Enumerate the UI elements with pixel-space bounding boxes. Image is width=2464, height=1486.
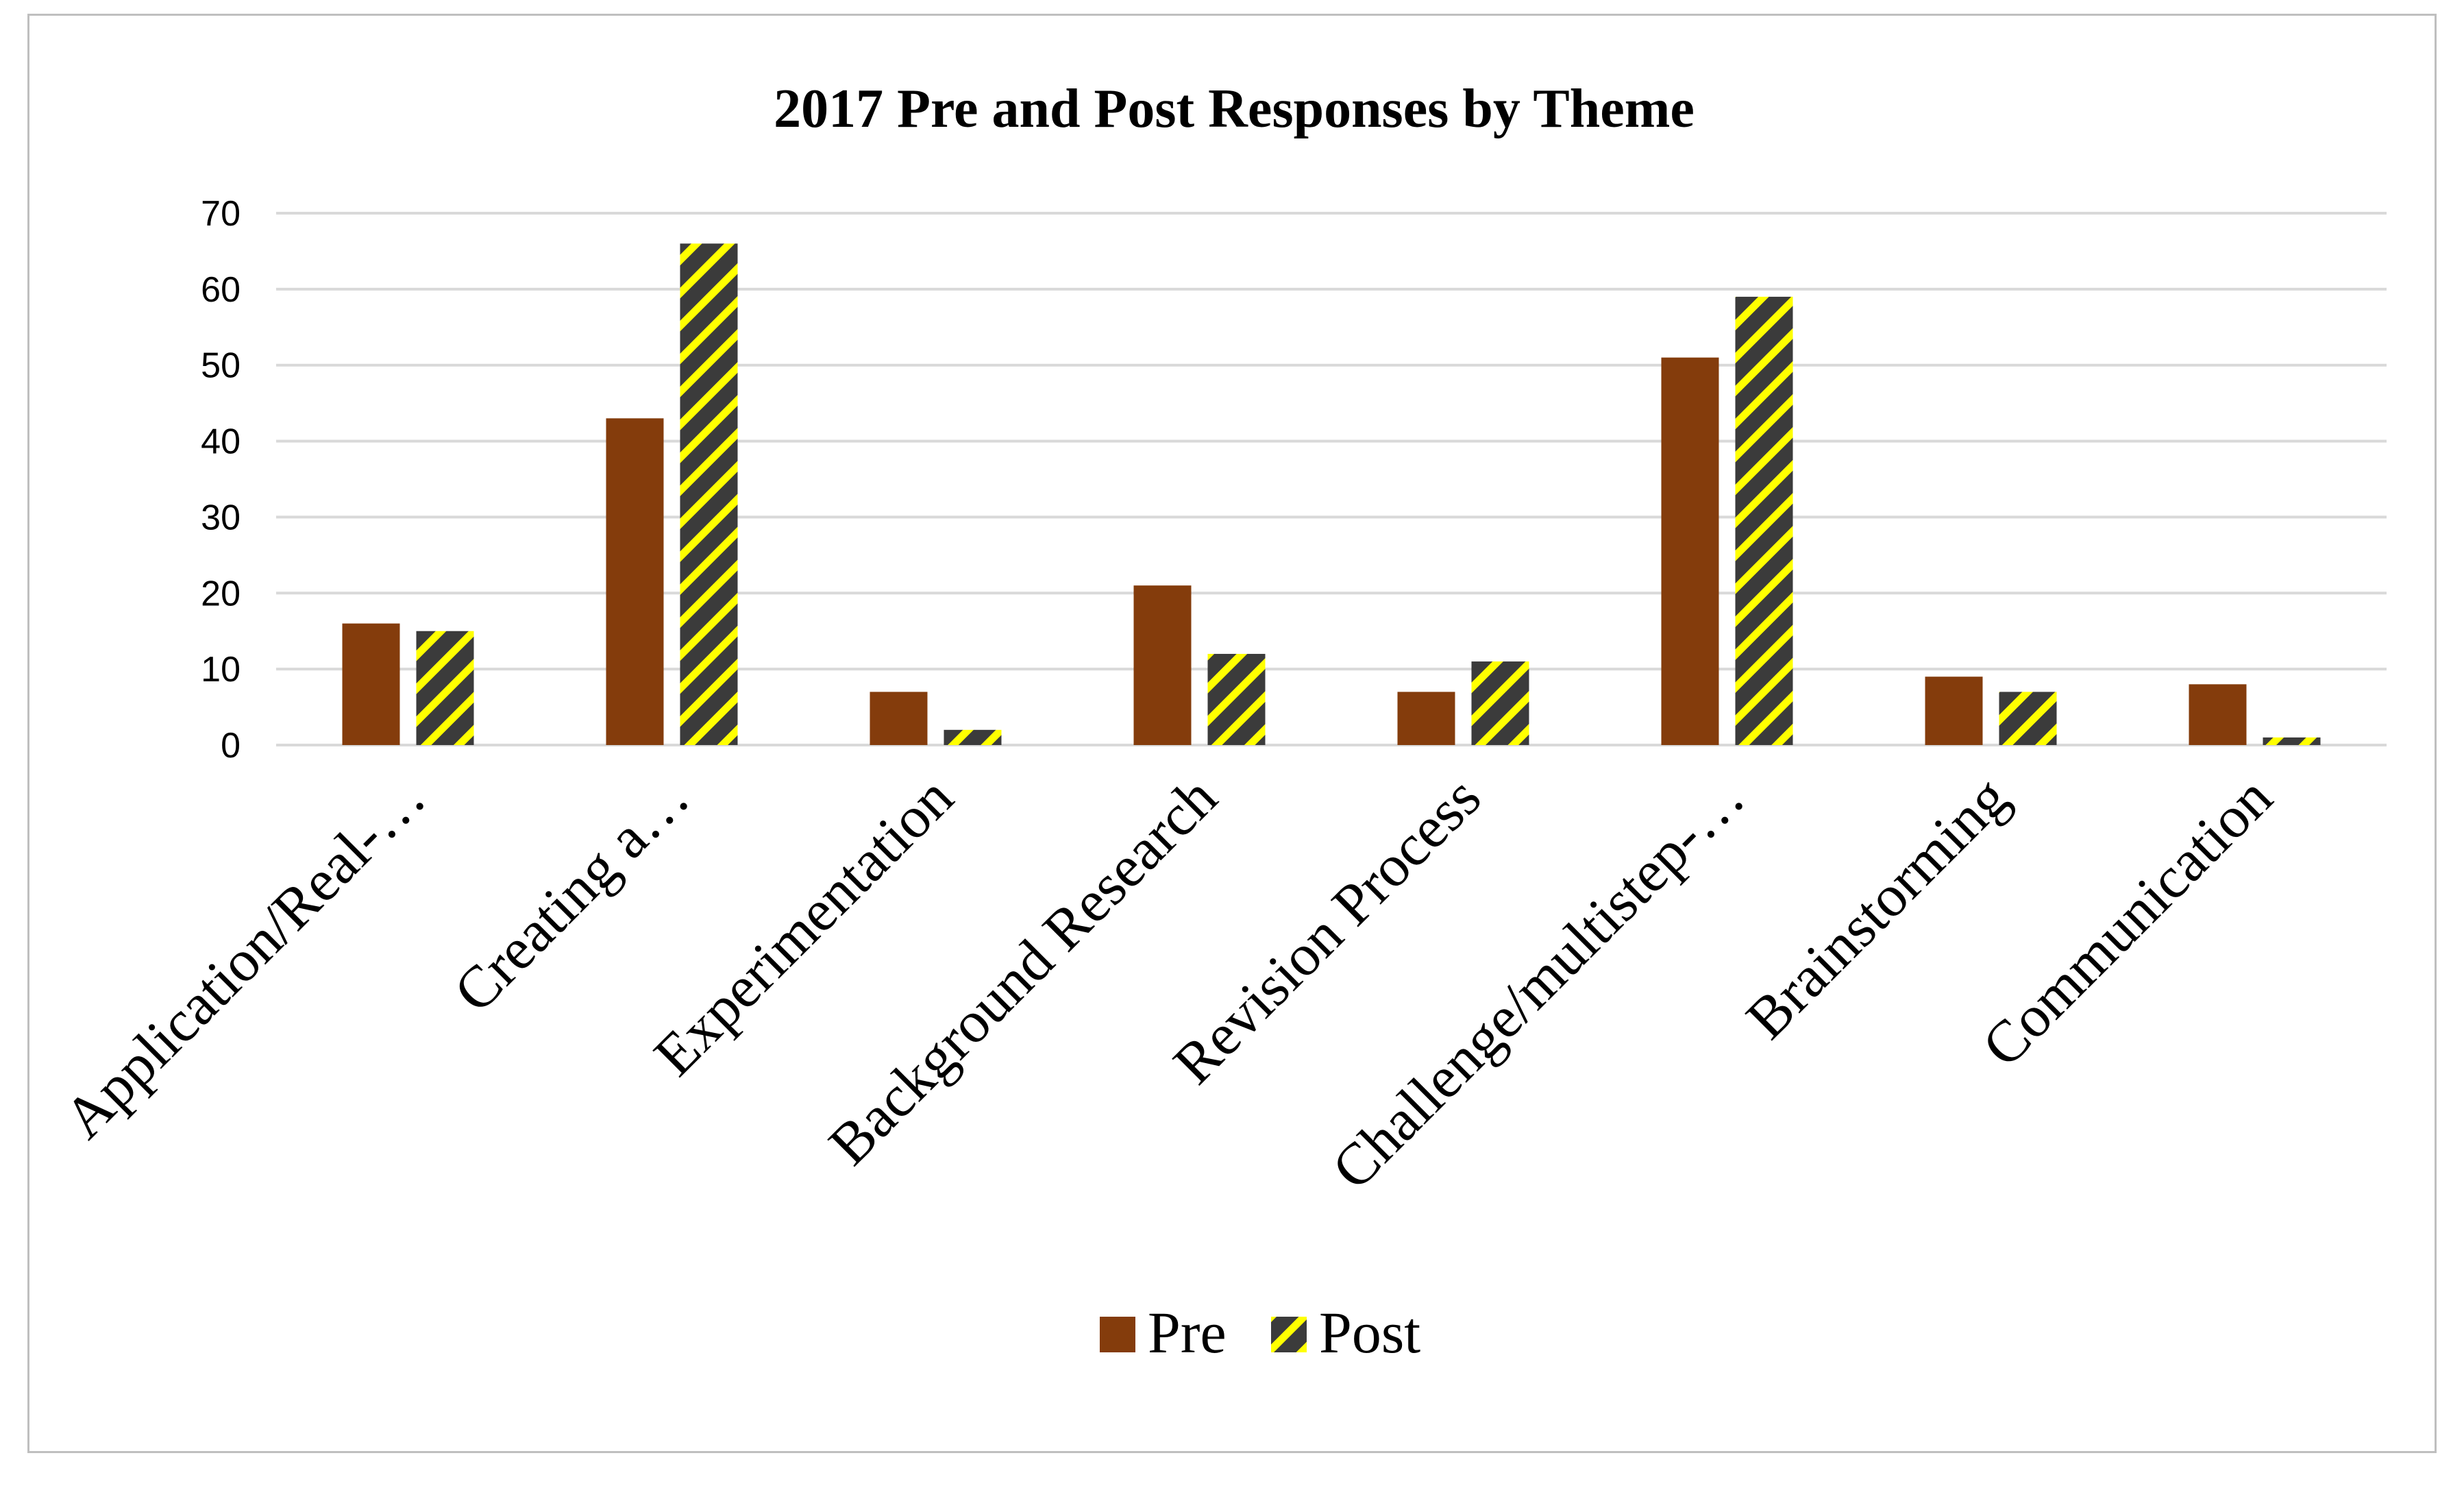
y-tick-label: 20 [201,574,241,613]
bar-post [1735,296,1793,745]
bar-pre [342,623,400,745]
y-tick-label: 30 [201,498,241,537]
y-tick-label: 0 [221,726,241,766]
chart-frame: 2017 Pre and Post Responses by Theme 0 10… [27,14,2437,1453]
y-tick-label: 10 [201,650,241,690]
bar-pre [870,692,928,745]
bar-post [680,243,738,745]
y-tick-label: 70 [201,194,241,234]
bar-pre [1133,585,1192,745]
legend: Pre Post [1100,1300,1420,1365]
bar-post [944,729,1002,745]
bar-post [1471,661,1529,745]
bar-pre [1397,692,1455,745]
bar-post [416,631,474,745]
bar-post [1999,692,2057,745]
legend-label: Pre [1148,1300,1227,1365]
bar-pre [2189,684,2247,745]
gridlines [276,212,2387,746]
bar-post [2263,737,2321,745]
legend-label: Post [1319,1300,1420,1365]
bar-pre [1925,677,1983,745]
legend-swatch-post [1271,1317,1307,1352]
bar-chart: 2017 Pre and Post Responses by Theme 0 10… [51,79,2387,1365]
bar-pre [1661,357,1719,745]
bars [342,243,2321,745]
y-axis-ticks: 0 10 20 30 40 50 60 70 [201,194,241,766]
x-tick-label: Creating a… [441,764,702,1025]
bar-post [1207,653,1266,745]
y-tick-label: 50 [201,346,241,386]
x-axis-ticks: Application/Real-… Creating a…Experimenta… [51,764,2284,1202]
y-tick-label: 60 [201,270,241,310]
bar-pre [606,418,664,745]
chart-title: 2017 Pre and Post Responses by Theme [774,79,1695,139]
y-tick-label: 40 [201,422,241,462]
x-tick-label: Application/Real-… [51,764,438,1151]
x-tick-label: Brainstorming [1734,764,2021,1051]
legend-swatch-pre [1100,1317,1135,1352]
